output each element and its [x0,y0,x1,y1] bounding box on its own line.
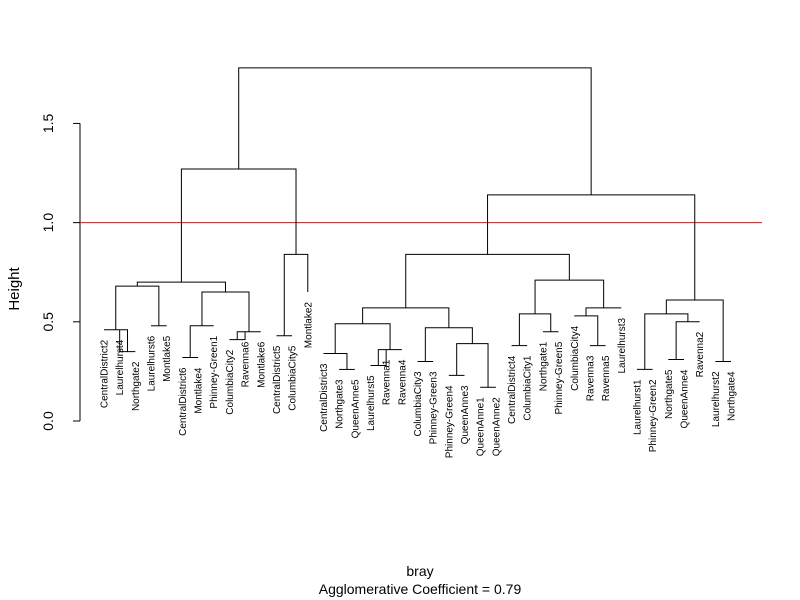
leaf-label: Laurelhurst2 [711,371,722,427]
leaf-label: Northgate5 [664,369,675,419]
leaf-label: Laurelhurst1 [632,379,643,435]
dendrogram-link [180,168,297,283]
y-axis: 0.0 0.5 1.0 1.5 [40,113,81,431]
leaf-label: ColumbiaCity1 [523,355,534,420]
y-axis-title: Height [6,266,23,310]
leaf-label: Laurelhurst6 [147,335,158,391]
leaf-label: CentralDistrict3 [319,363,330,432]
dendrogram-link [405,253,570,308]
dendrogram-link [236,331,261,340]
dendrogram-link [136,281,226,293]
y-tick-label: 0.0 [40,411,56,431]
leaf-label: Northgate2 [131,361,142,411]
leaf-label: ColumbiaCity4 [570,325,581,390]
leaf-label: Phinney-Green1 [209,335,220,408]
leaf-label: Ravenna2 [695,331,706,377]
leaf-label: Laurelhurst5 [366,375,377,431]
leaf-label: Ravenna3 [585,355,596,401]
dendrogram-link [229,331,246,341]
leaf-label: Montlake5 [162,335,173,382]
leaf-label: Northgate4 [727,371,738,421]
leaf-label: Montlake2 [303,302,314,349]
leaf-label: Phinney-Green5 [554,341,565,414]
dendrogram-link [323,353,348,370]
leaf-label: CentralDistrict5 [272,345,283,414]
leaf-label: QueenAnne5 [350,379,361,438]
leaf-label: Northgate3 [335,379,346,429]
dendrogram-tree [104,67,731,388]
dendrogram-link [644,313,689,370]
leaf-label: QueenAnne2 [491,397,502,456]
leaf-labels: CentralDistrict2 Laurelhurst4 Northgate2 La… [100,302,738,459]
leaf-label: Laurelhurst4 [115,339,126,395]
dendrogram-link [119,329,136,353]
dendrogram-link [424,327,473,362]
leaf-label: QueenAnne3 [460,385,471,444]
dendrogram-link [362,307,450,328]
leaf-label: CentralDistrict2 [100,339,111,408]
dendrogram-link [115,285,160,330]
leaf-label: Laurelhurst3 [617,317,628,373]
y-tick-label: 1.5 [40,113,56,133]
leaf-label: Montlake4 [194,367,205,414]
dendrogram-link [456,343,489,388]
leaf-label: CentralDistrict4 [507,355,518,424]
leaf-label: Phinney-Green4 [444,385,455,458]
dendrogram-link [189,325,214,358]
leaf-label: Montlake6 [256,341,267,388]
leaf-label: Phinney-Green3 [429,371,440,444]
x-axis-title: bray [406,563,433,579]
dendrogram-link [574,315,599,346]
leaf-label: Ravenna4 [397,359,408,405]
dendrogram-link [238,67,592,195]
leaf-label: QueenAnne1 [476,397,487,456]
leaf-label: ColumbiaCity3 [413,371,424,436]
dendrogram-link [518,313,552,346]
leaf-label: Phinney-Green2 [648,379,659,452]
leaf-label: Ravenna6 [241,341,252,387]
dendrogram-link [534,279,605,314]
leaf-label: ColumbiaCity5 [288,345,299,410]
y-tick-label: 1.0 [40,213,56,233]
leaf-label: ColumbiaCity2 [225,349,236,414]
leaf-label: Ravenna5 [601,355,612,401]
dendrogram-link [487,194,696,300]
leaf-label: CentralDistrict6 [178,367,189,436]
leaf-label: Northgate1 [538,341,549,391]
dendrogram-link [334,323,391,354]
y-tick-label: 0.5 [40,312,56,332]
dendrogram-link [104,329,129,352]
dendrogram-link [675,321,700,360]
leaf-label: Ravenna1 [382,359,393,405]
agglomerative-coefficient-label: Agglomerative Coefficient = 0.79 [319,581,522,597]
dendrogram-link [377,349,402,366]
dendrogram-link [370,349,387,366]
dendrogram-link [585,307,622,316]
leaf-label: QueenAnne4 [679,369,690,428]
